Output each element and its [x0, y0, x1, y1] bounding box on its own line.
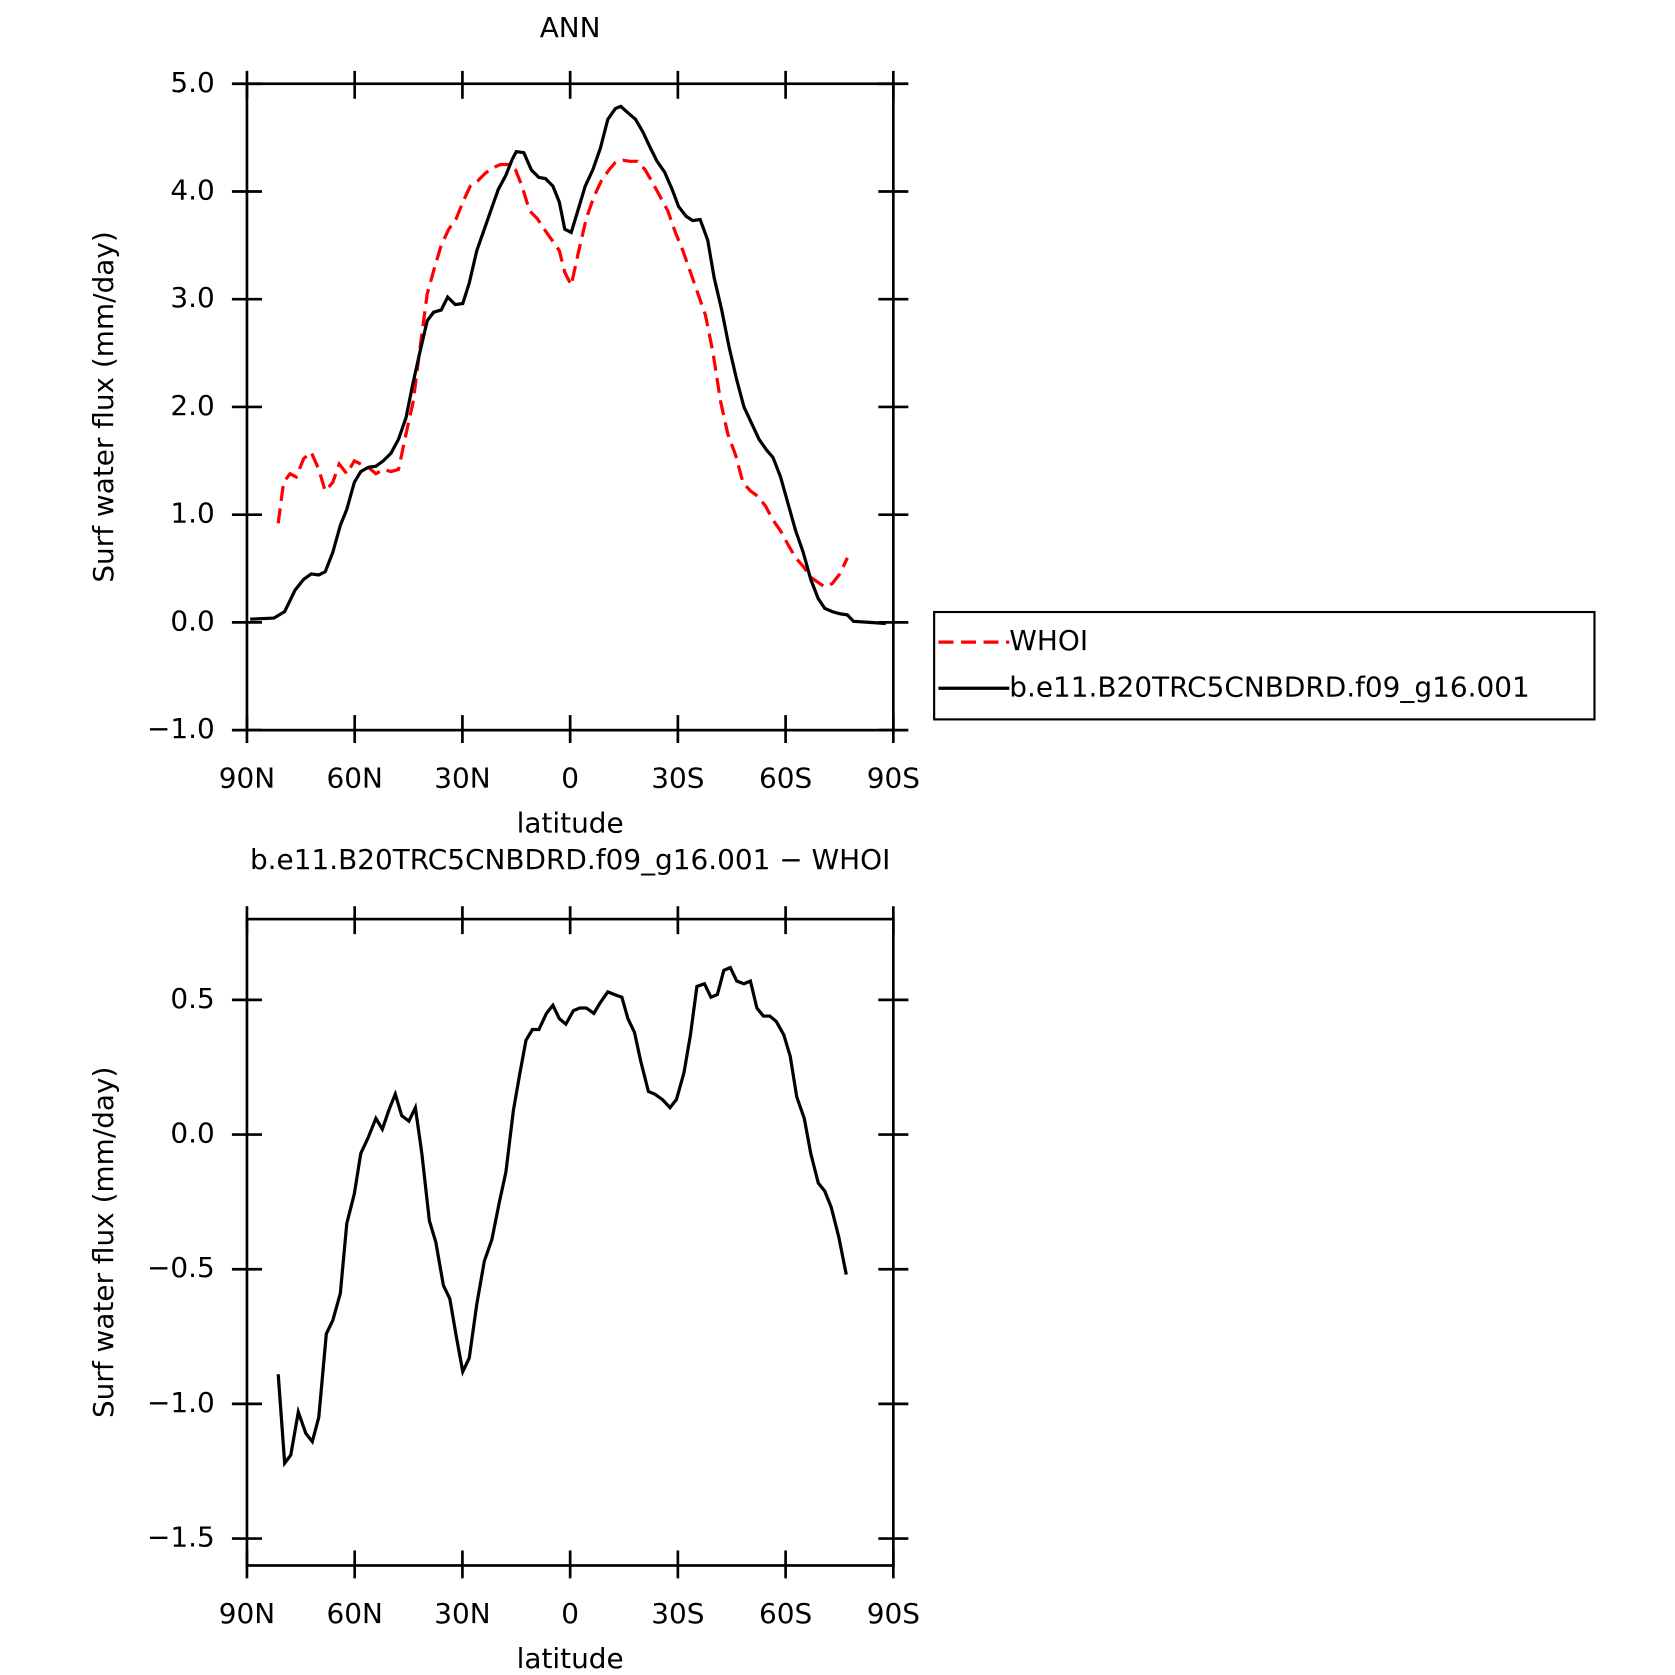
y-axis-label: Surf water flux (mm/day)	[87, 231, 120, 582]
x-tick-label: 90N	[219, 1597, 275, 1630]
chart-title: ANN	[540, 11, 601, 44]
x-tick-label: 30N	[434, 762, 490, 795]
x-axis-label: latitude	[517, 807, 624, 840]
y-tick-label: 0.0	[170, 1117, 214, 1150]
x-axis-label: latitude	[517, 1642, 624, 1675]
plot-frame	[245, 82, 895, 732]
y-tick-label: 4.0	[170, 173, 214, 206]
legend-box	[933, 610, 1596, 721]
x-tick-label: 90S	[867, 762, 920, 795]
x-tick-label: 60S	[759, 762, 812, 795]
y-tick-label: 2.0	[170, 389, 214, 422]
x-tick-label: 0	[561, 762, 579, 795]
x-tick-label: 60N	[326, 762, 382, 795]
data-line	[276, 965, 848, 1468]
y-tick-label: 3.0	[170, 281, 214, 314]
y-tick-label: −0.5	[147, 1251, 215, 1284]
data-line	[250, 104, 886, 626]
legend-label: WHOI	[1009, 624, 1088, 657]
y-tick-label: −1.0	[147, 712, 215, 745]
x-tick-label: 0	[561, 1597, 579, 1630]
legend-label: b.e11.B20TRC5CNBDRD.f09_g16.001	[1009, 670, 1529, 703]
y-tick-label: 1.0	[170, 497, 214, 530]
y-tick-label: −1.0	[147, 1386, 215, 1419]
y-tick-label: 0.5	[170, 982, 214, 1015]
x-tick-label: 30S	[651, 1597, 704, 1630]
x-tick-label: 60N	[326, 1597, 382, 1630]
plot-frame	[245, 917, 895, 1567]
y-tick-label: −1.5	[147, 1521, 215, 1554]
x-tick-label: 30N	[434, 1597, 490, 1630]
y-axis-label: Surf water flux (mm/day)	[87, 1067, 120, 1418]
x-tick-label: 30S	[651, 762, 704, 795]
x-tick-label: 90S	[867, 1597, 920, 1630]
x-tick-label: 60S	[759, 1597, 812, 1630]
chart-title: b.e11.B20TRC5CNBDRD.f09_g16.001 − WHOI	[250, 843, 890, 876]
y-tick-label: 5.0	[170, 66, 214, 99]
x-tick-label: 90N	[219, 762, 275, 795]
y-tick-label: 0.0	[170, 604, 214, 637]
